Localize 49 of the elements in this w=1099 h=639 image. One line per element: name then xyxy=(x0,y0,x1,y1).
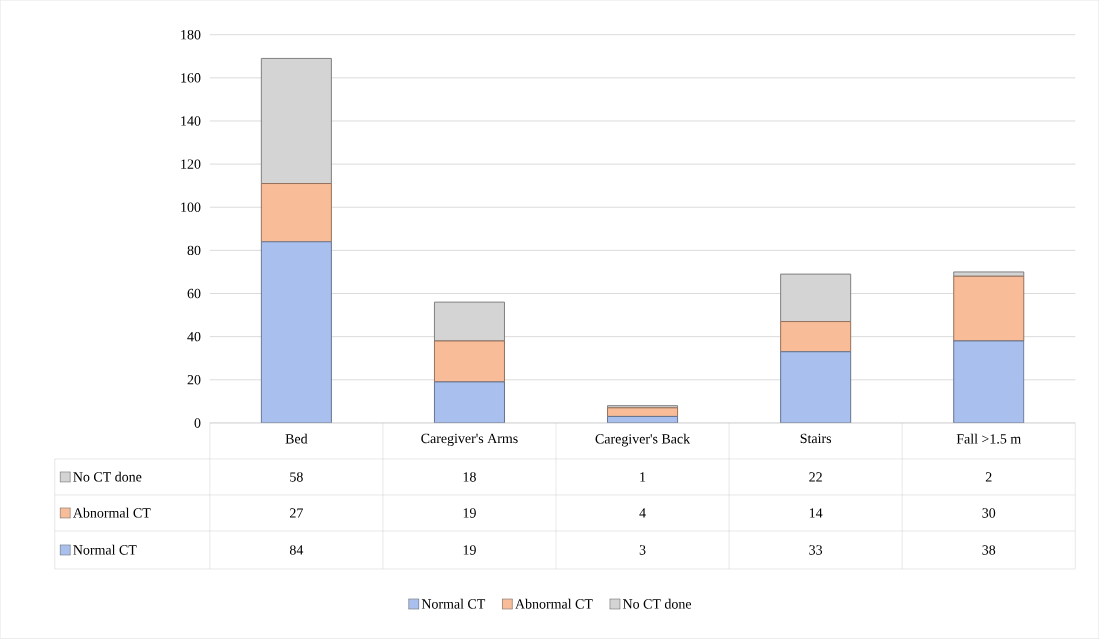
x-tick-label: Caregiver's Back xyxy=(595,433,691,447)
data-label: 1 xyxy=(640,472,646,482)
bar xyxy=(260,241,332,424)
y-tick-label: 60 xyxy=(187,288,201,299)
data-label: 4 xyxy=(639,508,646,518)
data-label: 27 xyxy=(290,508,303,518)
legend-label: Normal CT xyxy=(73,544,137,555)
bar xyxy=(607,407,679,418)
x-tick-label: Fall >1.5 m xyxy=(956,433,1021,444)
data-label: 18 xyxy=(463,472,476,482)
x-tick-label: Caregiver's Arms xyxy=(421,433,518,447)
y-tick-label: 100 xyxy=(181,202,201,213)
bar xyxy=(433,301,505,342)
bar xyxy=(953,271,1025,277)
y-tick-label: 80 xyxy=(187,245,201,256)
data-label: 19 xyxy=(463,545,476,555)
y-tick-label: 180 xyxy=(181,30,201,40)
data-label: 58 xyxy=(290,472,303,482)
data-label: 38 xyxy=(982,545,996,555)
bar xyxy=(780,273,852,323)
text: Normal CT xyxy=(421,598,486,609)
text: No CT done xyxy=(622,598,692,609)
y-tick-label: 40 xyxy=(187,332,201,342)
y-tick-label: 160 xyxy=(181,73,201,83)
data-label: 30 xyxy=(982,508,996,518)
bar xyxy=(953,275,1025,342)
x-tick-label: Stairs xyxy=(800,433,832,444)
data-label: 22 xyxy=(809,472,822,482)
data-label: 3 xyxy=(639,545,646,555)
legend-label: No CT done xyxy=(73,471,142,482)
y-tick-label: 20 xyxy=(187,375,201,385)
bar xyxy=(953,340,1025,424)
legend-label: Abnormal CT xyxy=(73,507,151,518)
data-label: 2 xyxy=(985,472,992,482)
y-tick-label: 140 xyxy=(181,116,201,126)
y-tick-label: 120 xyxy=(181,159,201,169)
bar xyxy=(433,340,505,383)
data-label: 33 xyxy=(809,545,823,555)
bar xyxy=(260,183,332,243)
bar xyxy=(780,321,852,353)
bar xyxy=(260,58,332,185)
bar xyxy=(433,381,505,424)
x-tick-label: Bed xyxy=(285,433,308,444)
data-label: 14 xyxy=(809,508,823,518)
y-tick-label: 0 xyxy=(194,418,201,428)
data-label: 19 xyxy=(463,508,476,518)
text: Abnormal CT xyxy=(515,598,593,609)
data-label: 84 xyxy=(289,545,304,555)
bar xyxy=(780,351,852,424)
